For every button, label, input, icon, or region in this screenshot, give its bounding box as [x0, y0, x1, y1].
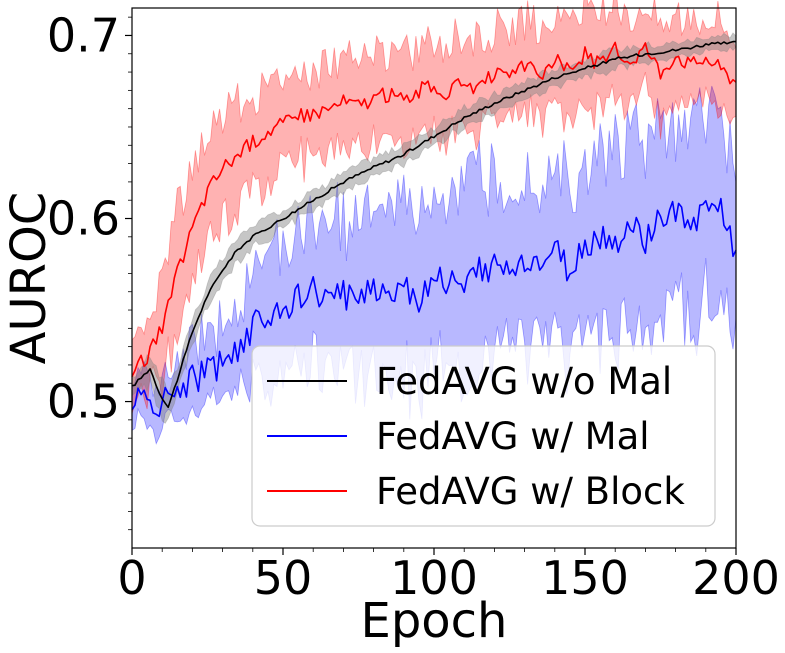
- x-tick-label: 50: [254, 551, 313, 605]
- y-tick-label: 0.7: [47, 8, 120, 62]
- x-tick-label: 100: [390, 551, 478, 605]
- legend-label-fedavg-w-block: FedAVG w/ Block: [376, 470, 685, 513]
- line-fedavg-w-mal: [131, 197, 737, 418]
- y-tick-label: 0.6: [47, 192, 120, 246]
- x-tick-label: 200: [692, 551, 780, 605]
- legend: FedAVG w/o Mal FedAVG w/ Mal FedAVG w/ B…: [251, 345, 716, 527]
- x-axis-label: Epoch: [361, 593, 508, 649]
- y-axis-label: AUROC: [1, 192, 57, 365]
- legend-box: [251, 345, 716, 527]
- series-lines: [131, 40, 737, 418]
- x-tick-label: 150: [541, 551, 629, 605]
- x-tick-label: 0: [117, 551, 146, 605]
- legend-label-fedavg-wo-mal: FedAVG w/o Mal: [376, 360, 672, 403]
- legend-label-fedavg-w-mal: FedAVG w/ Mal: [376, 415, 650, 458]
- y-tick-label: 0.5: [47, 375, 120, 429]
- line-fedavg-w-o-mal: [131, 40, 736, 409]
- axis-ticks: 0 50 100 150 200 0.5 0.6 0.7: [47, 8, 780, 605]
- line-fedavg-w-block: [131, 41, 737, 378]
